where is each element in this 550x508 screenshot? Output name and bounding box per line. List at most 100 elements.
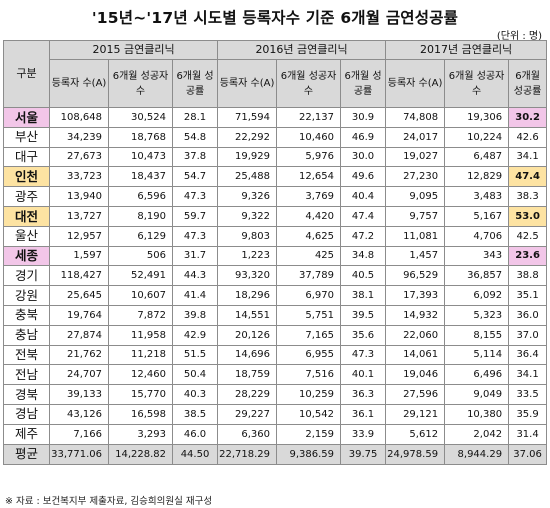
cell-value: 28,229 <box>217 384 278 405</box>
cell-value: 425 <box>276 245 342 267</box>
average-row: 평균 33,771.06 14,228.82 44.50 22,718.29 9… <box>3 443 548 465</box>
table-row: 서울 108,648 30,524 28.1 71,594 22,137 30.9 74,80… <box>3 107 548 128</box>
cell-value: 47.3 <box>171 225 219 247</box>
table-row: 경기 118,427 52,491 44.3 93,320 37,789 40.5 96,52… <box>3 265 548 287</box>
cell-value: 54.8 <box>171 126 219 148</box>
cell-value: 7,166 <box>49 423 109 445</box>
cell-value: 47.3 <box>340 344 387 366</box>
cell-value: 1,597 <box>49 245 109 267</box>
cell-value: 35.9 <box>508 403 548 425</box>
cell-value: 10,460 <box>276 126 342 148</box>
cell-value: 13,940 <box>49 186 109 207</box>
cell-value: 9,386.59 <box>276 443 342 465</box>
cell-value: 27,673 <box>49 146 109 168</box>
region-name: 대전 <box>3 205 50 227</box>
cell-value: 25,488 <box>217 166 278 188</box>
cell-value: 21,762 <box>49 344 109 366</box>
table-row: 제주 7,166 3,293 46.0 6,360 2,159 33.9 5,612 2,042… <box>3 423 548 445</box>
cell-value: 39.8 <box>171 304 219 326</box>
cell-value: 19,306 <box>444 107 510 128</box>
cell-value: 5,751 <box>276 304 342 326</box>
header-successes: 6개월 성공자수 <box>444 59 510 108</box>
cell-value: 506 <box>108 245 173 267</box>
header-success-rate: 6개월 성공률 <box>340 59 387 108</box>
cell-value: 4,625 <box>276 225 342 247</box>
cell-value: 51.5 <box>171 344 219 366</box>
table-row: 광주 13,940 6,596 47.3 9,326 3,769 40.4 9,095 3,48… <box>3 186 548 207</box>
cell-value: 40.1 <box>340 364 387 386</box>
cell-value: 6,092 <box>444 285 510 306</box>
cell-value: 22,718.29 <box>217 443 278 465</box>
header-registrants: 등록자 수(A) <box>385 59 446 108</box>
cell-value: 6,360 <box>217 423 278 445</box>
cell-value: 7,165 <box>276 324 342 346</box>
cell-value: 22,137 <box>276 107 342 128</box>
cell-value: 7,516 <box>276 364 342 386</box>
cell-value: 18,768 <box>108 126 173 148</box>
header-year-2015: 2015 금연클리닉 <box>48 40 219 60</box>
cell-value: 47.4 <box>508 166 548 188</box>
cell-value: 44.3 <box>171 265 219 287</box>
cell-value: 33,723 <box>49 166 109 188</box>
cell-value: 10,380 <box>444 403 510 425</box>
cell-value: 93,320 <box>217 265 278 287</box>
cell-value: 14,551 <box>217 304 278 326</box>
cell-value: 20,126 <box>217 324 278 346</box>
header-successes: 6개월 성공자수 <box>108 59 173 108</box>
smoking-cessation-table: 구분 2015 금연클리닉 2016년 금연클리닉 2017년 금연클리닉 등록… <box>3 40 548 465</box>
cell-value: 18,296 <box>217 285 278 306</box>
table-row: 대전 13,727 8,190 59.7 9,322 4,420 47.4 9,757 5,16… <box>3 205 548 227</box>
cell-value: 36.1 <box>340 403 387 425</box>
cell-value: 4,706 <box>444 225 510 247</box>
cell-value: 10,473 <box>108 146 173 168</box>
cell-value: 19,027 <box>385 146 446 168</box>
cell-value: 8,155 <box>444 324 510 346</box>
region-name: 광주 <box>3 186 50 207</box>
cell-value: 10,542 <box>276 403 342 425</box>
table-row: 인천 33,723 18,437 54.7 25,488 12,654 49.6 27,230… <box>3 166 548 188</box>
cell-value: 33.5 <box>508 384 548 405</box>
page-title: '15년~'17년 시도별 등록자수 기준 6개월 금연성공률 <box>91 9 459 27</box>
region-name: 경북 <box>3 384 50 405</box>
cell-value: 12,829 <box>444 166 510 188</box>
cell-value: 42.6 <box>508 126 548 148</box>
cell-value: 24,978.59 <box>385 443 446 465</box>
cell-value: 118,427 <box>49 265 109 287</box>
table-row: 울산 12,957 6,129 47.3 9,803 4,625 47.2 11,081 4,7… <box>3 225 548 247</box>
cell-value: 39,133 <box>49 384 109 405</box>
cell-value: 46.9 <box>340 126 387 148</box>
cell-value: 19,764 <box>49 304 109 326</box>
cell-value: 36.3 <box>340 384 387 405</box>
cell-value: 9,095 <box>385 186 446 207</box>
cell-value: 30.9 <box>340 107 387 128</box>
cell-value: 22,060 <box>385 324 446 346</box>
cell-value: 9,049 <box>444 384 510 405</box>
cell-value: 27,230 <box>385 166 446 188</box>
cell-value: 34,239 <box>49 126 109 148</box>
cell-value: 14,696 <box>217 344 278 366</box>
cell-value: 108,648 <box>49 107 109 128</box>
cell-value: 33,771.06 <box>49 443 109 465</box>
cell-value: 41.4 <box>171 285 219 306</box>
cell-value: 30,524 <box>108 107 173 128</box>
cell-value: 2,042 <box>444 423 510 445</box>
cell-value: 19,046 <box>385 364 446 386</box>
cell-value: 22,292 <box>217 126 278 148</box>
cell-value: 6,970 <box>276 285 342 306</box>
cell-value: 27,596 <box>385 384 446 405</box>
header-success-rate: 6개월 성공률 <box>171 59 219 108</box>
cell-value: 34.8 <box>340 245 387 267</box>
region-name: 제주 <box>3 423 50 445</box>
cell-value: 47.2 <box>340 225 387 247</box>
region-name: 부산 <box>3 126 50 148</box>
cell-value: 18,759 <box>217 364 278 386</box>
region-name: 울산 <box>3 225 50 247</box>
region-name: 세종 <box>3 245 50 267</box>
table-row: 전남 24,707 12,460 50.4 18,759 7,516 40.1 19,046 6… <box>3 364 548 386</box>
cell-value: 11,081 <box>385 225 446 247</box>
cell-value: 19,929 <box>217 146 278 168</box>
header-success-rate: 6개월 성공률 <box>508 59 548 108</box>
cell-value: 30.2 <box>508 107 548 128</box>
cell-value: 8,190 <box>108 205 173 227</box>
cell-value: 59.7 <box>171 205 219 227</box>
